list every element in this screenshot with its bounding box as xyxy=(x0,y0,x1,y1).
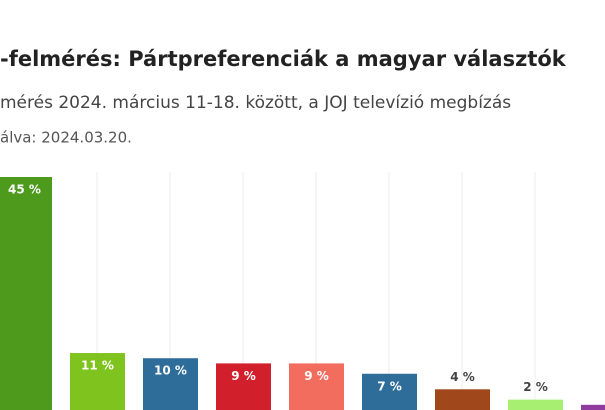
bar xyxy=(289,363,344,410)
bar xyxy=(508,399,563,410)
value-label: 2 % xyxy=(523,380,548,394)
bar xyxy=(0,177,52,410)
value-label: 9 % xyxy=(304,369,329,383)
bar xyxy=(70,353,125,410)
value-label: 9 % xyxy=(231,369,256,383)
chart-title: -felmérés: Pártpreferenciák a magyar vál… xyxy=(0,47,567,71)
value-label: 45 % xyxy=(8,183,41,197)
grid xyxy=(96,172,536,410)
bar xyxy=(143,358,198,410)
value-label: 7 % xyxy=(377,379,402,393)
value-label: 10 % xyxy=(154,364,187,378)
chart-note: álva: 2024.03.20. xyxy=(0,129,132,147)
chart-subtitle: mérés 2024. március 11-18. között, a JOJ… xyxy=(0,93,511,113)
bar xyxy=(581,404,605,410)
value-label: 4 % xyxy=(450,370,475,384)
bar xyxy=(435,389,490,410)
bar xyxy=(362,373,417,410)
bar xyxy=(216,363,271,410)
value-label: 11 % xyxy=(81,359,114,373)
